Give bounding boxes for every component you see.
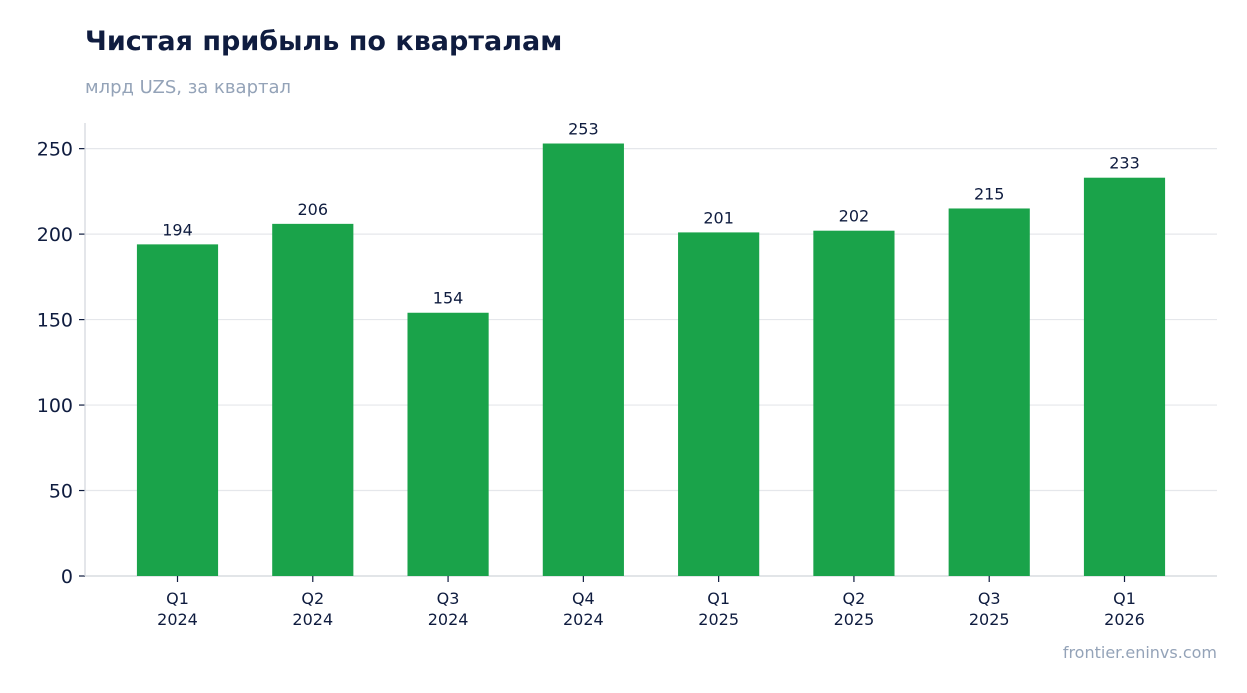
x-tick-label-year: 2025: [698, 610, 739, 629]
x-tick-label-quarter: Q1: [707, 589, 730, 608]
data-label: 202: [839, 207, 870, 226]
chart-title: Чистая прибыль по кварталам: [85, 26, 563, 57]
data-label: 201: [703, 208, 734, 227]
x-tick-label-year: 2024: [563, 610, 604, 629]
x-tick-label-quarter: Q2: [301, 589, 324, 608]
x-tick-label-year: 2024: [292, 610, 333, 629]
x-tick-label-year: 2025: [834, 610, 875, 629]
x-tick-label-quarter: Q3: [978, 589, 1001, 608]
y-tick-label: 200: [37, 224, 73, 246]
bar: [542, 143, 624, 576]
x-tick-label-quarter: Q1: [1113, 589, 1136, 608]
x-tick-label-quarter: Q1: [166, 589, 189, 608]
x-tick-label-quarter: Q2: [843, 589, 866, 608]
data-label: 215: [974, 184, 1005, 203]
y-tick-label: 0: [61, 566, 73, 588]
bar: [272, 223, 354, 576]
bar: [136, 244, 219, 576]
bar: [1083, 177, 1166, 576]
data-label: 154: [433, 289, 464, 308]
x-tick-label-year: 2024: [157, 610, 198, 629]
x-tick-label-quarter: Q4: [572, 589, 595, 608]
x-tick-label-quarter: Q3: [437, 589, 460, 608]
x-tick-label-year: 2026: [1104, 610, 1145, 629]
y-tick-label: 250: [37, 139, 73, 161]
x-tick-label-year: 2024: [428, 610, 469, 629]
x-tick-label-year: 2025: [969, 610, 1010, 629]
data-label: 194: [162, 220, 193, 239]
data-label: 206: [298, 200, 329, 219]
y-tick-label: 150: [37, 310, 73, 332]
data-label: 233: [1109, 154, 1140, 173]
data-label: 253: [568, 120, 599, 139]
y-tick-label: 100: [37, 395, 73, 417]
bar: [678, 232, 760, 576]
chart-subtitle: млрд UZS, за квартал: [85, 77, 292, 98]
bar: [948, 208, 1030, 577]
bar: [407, 312, 489, 576]
source-credit: frontier.eninvs.com: [1062, 643, 1217, 662]
y-tick-label: 50: [49, 481, 73, 503]
bar: [813, 230, 895, 576]
